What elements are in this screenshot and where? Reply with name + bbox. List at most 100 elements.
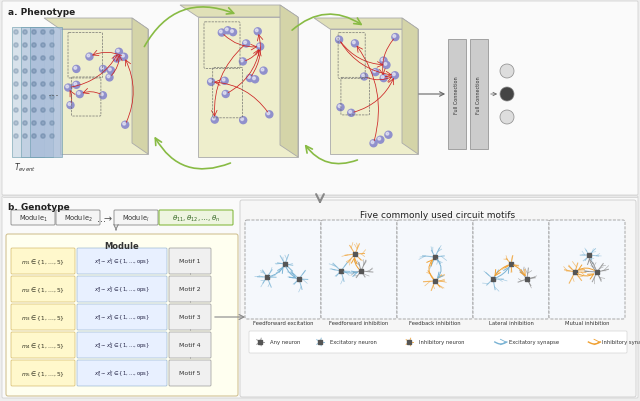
Circle shape <box>23 95 27 100</box>
Circle shape <box>23 31 27 35</box>
Circle shape <box>381 59 384 62</box>
Circle shape <box>41 31 45 35</box>
Circle shape <box>14 109 18 113</box>
Text: Mutual inhibition: Mutual inhibition <box>564 320 609 325</box>
Circle shape <box>252 77 259 83</box>
Circle shape <box>120 54 127 61</box>
Circle shape <box>122 55 124 58</box>
Bar <box>448 40 466 150</box>
FancyBboxPatch shape <box>321 221 397 319</box>
Circle shape <box>261 69 264 72</box>
FancyBboxPatch shape <box>2 196 638 398</box>
Circle shape <box>378 138 381 141</box>
Text: Full Connection: Full Connection <box>477 76 481 113</box>
Circle shape <box>377 137 384 144</box>
Text: $m_1\in\{1,\ldots,5\}$: $m_1\in\{1,\ldots,5\}$ <box>21 257 65 266</box>
Circle shape <box>23 44 27 48</box>
Circle shape <box>23 122 27 126</box>
Circle shape <box>41 122 45 126</box>
Polygon shape <box>180 6 298 18</box>
Circle shape <box>500 65 514 79</box>
Circle shape <box>32 44 36 48</box>
Circle shape <box>65 85 72 92</box>
Bar <box>433 279 437 284</box>
Bar <box>433 255 437 259</box>
FancyBboxPatch shape <box>249 331 627 353</box>
FancyBboxPatch shape <box>77 332 167 358</box>
Text: Motif 4: Motif 4 <box>179 342 201 348</box>
Text: b. Genotype: b. Genotype <box>8 203 70 211</box>
Circle shape <box>41 95 45 100</box>
Circle shape <box>41 31 45 35</box>
Text: ...: ... <box>97 213 106 223</box>
Circle shape <box>32 134 36 139</box>
Circle shape <box>23 109 27 113</box>
FancyBboxPatch shape <box>11 360 75 386</box>
Circle shape <box>32 70 36 74</box>
Text: $x_1^a{\sim}x_1^b\in\{1,\ldots,\mathrm{ops}\}$: $x_1^a{\sim}x_1^b\in\{1,\ldots,\mathrm{o… <box>94 256 150 267</box>
Bar <box>21 28 53 158</box>
Circle shape <box>337 104 344 111</box>
Circle shape <box>115 57 117 60</box>
Circle shape <box>239 117 246 124</box>
Text: $\theta_{11},\theta_{12},\ldots,\theta_n$: $\theta_{11},\theta_{12},\ldots,\theta_n… <box>172 213 220 223</box>
Circle shape <box>23 57 27 61</box>
Bar <box>297 277 301 282</box>
Text: $x_5^a{\sim}x_5^b\in\{1,\ldots,\mathrm{ops}\}$: $x_5^a{\sim}x_5^b\in\{1,\ldots,\mathrm{o… <box>94 368 150 379</box>
Circle shape <box>348 110 355 117</box>
Circle shape <box>23 83 27 87</box>
Bar <box>588 253 591 257</box>
Circle shape <box>74 67 77 70</box>
Circle shape <box>14 122 18 126</box>
Circle shape <box>32 95 36 100</box>
Circle shape <box>41 44 45 48</box>
Text: Inhibitory neuron: Inhibitory neuron <box>419 340 465 344</box>
Circle shape <box>23 95 27 100</box>
FancyBboxPatch shape <box>11 332 75 358</box>
Text: Module$_1$: Module$_1$ <box>19 213 47 223</box>
Circle shape <box>23 70 27 74</box>
Text: $m_2\in\{1,\ldots,5\}$: $m_2\in\{1,\ldots,5\}$ <box>21 284 65 294</box>
Circle shape <box>41 109 45 113</box>
Text: $x_2^a{\sim}x_2^b\in\{1,\ldots,\mathrm{ops}\}$: $x_2^a{\sim}x_2^b\in\{1,\ldots,\mathrm{o… <box>94 284 150 295</box>
Text: Feedforward excitation: Feedforward excitation <box>253 320 313 325</box>
FancyBboxPatch shape <box>77 304 167 330</box>
Polygon shape <box>132 19 148 155</box>
Text: Feedforward inhibition: Feedforward inhibition <box>330 320 388 325</box>
Bar <box>359 269 363 273</box>
Circle shape <box>107 76 110 79</box>
Circle shape <box>14 31 18 35</box>
Circle shape <box>50 134 54 139</box>
Text: Any neuron: Any neuron <box>270 340 300 344</box>
Text: Module: Module <box>104 241 140 250</box>
Circle shape <box>32 122 36 126</box>
Circle shape <box>267 113 269 115</box>
Bar <box>595 270 599 274</box>
Circle shape <box>32 109 36 113</box>
Circle shape <box>116 50 119 53</box>
Circle shape <box>50 83 54 87</box>
FancyBboxPatch shape <box>11 276 75 302</box>
Circle shape <box>380 75 387 83</box>
Circle shape <box>23 83 27 87</box>
Circle shape <box>370 140 377 148</box>
Circle shape <box>349 111 351 114</box>
Circle shape <box>123 123 125 126</box>
Text: Motif 3: Motif 3 <box>179 315 201 320</box>
Circle shape <box>41 122 45 126</box>
Text: Excitatory neuron: Excitatory neuron <box>330 340 377 344</box>
Circle shape <box>14 70 18 74</box>
Circle shape <box>392 74 396 77</box>
Circle shape <box>76 91 83 98</box>
Circle shape <box>392 34 399 41</box>
Polygon shape <box>44 19 148 30</box>
FancyBboxPatch shape <box>11 211 55 225</box>
Circle shape <box>383 62 390 69</box>
FancyBboxPatch shape <box>240 200 636 397</box>
Circle shape <box>255 30 258 32</box>
Circle shape <box>32 95 36 100</box>
Circle shape <box>41 109 45 113</box>
Circle shape <box>106 75 113 82</box>
Circle shape <box>115 49 122 56</box>
Circle shape <box>266 111 273 119</box>
